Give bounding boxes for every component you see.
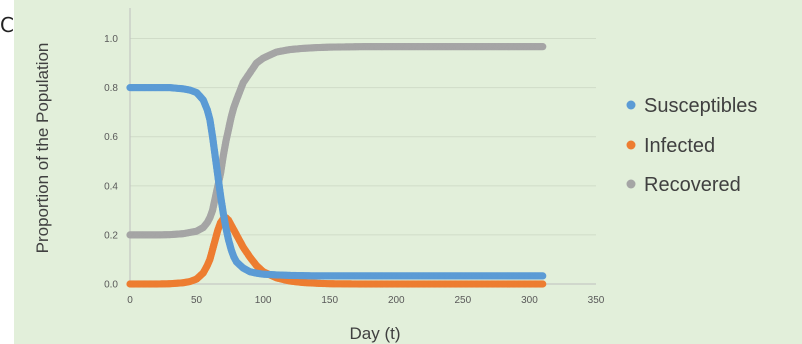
series-susceptibles xyxy=(126,84,547,280)
x-tick-label: 50 xyxy=(191,295,203,306)
x-tick-label: 100 xyxy=(255,295,272,306)
x-tick-label: 0 xyxy=(127,295,133,306)
tick-labels: 0.0 0.2 0.4 0.6 0.8 1.0 0 50 100 150 200 250 300 350 xyxy=(104,34,605,306)
legend-label: Infected xyxy=(644,135,715,157)
x-tick-label: 150 xyxy=(321,295,338,306)
series-recovered xyxy=(126,43,547,239)
x-tick-label: 200 xyxy=(388,295,405,306)
y-tick-label: 0.8 xyxy=(104,83,118,94)
x-tick-label: 350 xyxy=(588,295,605,306)
x-tick-label: 250 xyxy=(455,295,472,306)
grid-lines xyxy=(130,38,596,285)
legend-label: Susceptibles xyxy=(644,95,757,117)
legend-marker xyxy=(626,179,636,189)
corner-mark: C xyxy=(0,13,14,37)
data-point xyxy=(539,272,547,280)
y-tick-label: 0.6 xyxy=(104,132,118,143)
x-tick-label: 300 xyxy=(521,295,538,306)
legend-label: Recovered xyxy=(644,174,741,196)
data-point xyxy=(539,280,547,288)
y-axis-title: Proportion of the Population xyxy=(33,43,52,254)
x-axis-title: Day (t) xyxy=(350,324,401,343)
data-point xyxy=(539,43,547,51)
legend-item-susceptibles: Susceptibles xyxy=(626,95,757,117)
legend-item-recovered: Recovered xyxy=(626,174,741,196)
series-infected xyxy=(126,214,547,288)
legend-marker xyxy=(626,140,636,150)
legend-marker xyxy=(626,100,636,110)
y-tick-label: 0.0 xyxy=(104,280,118,291)
y-tick-label: 1.0 xyxy=(104,34,118,45)
legend: Susceptibles Infected Recovered xyxy=(626,95,757,196)
legend-item-infected: Infected xyxy=(626,135,715,157)
data-series xyxy=(126,43,547,288)
y-tick-label: 0.4 xyxy=(104,181,118,192)
y-tick-label: 0.2 xyxy=(104,230,118,241)
